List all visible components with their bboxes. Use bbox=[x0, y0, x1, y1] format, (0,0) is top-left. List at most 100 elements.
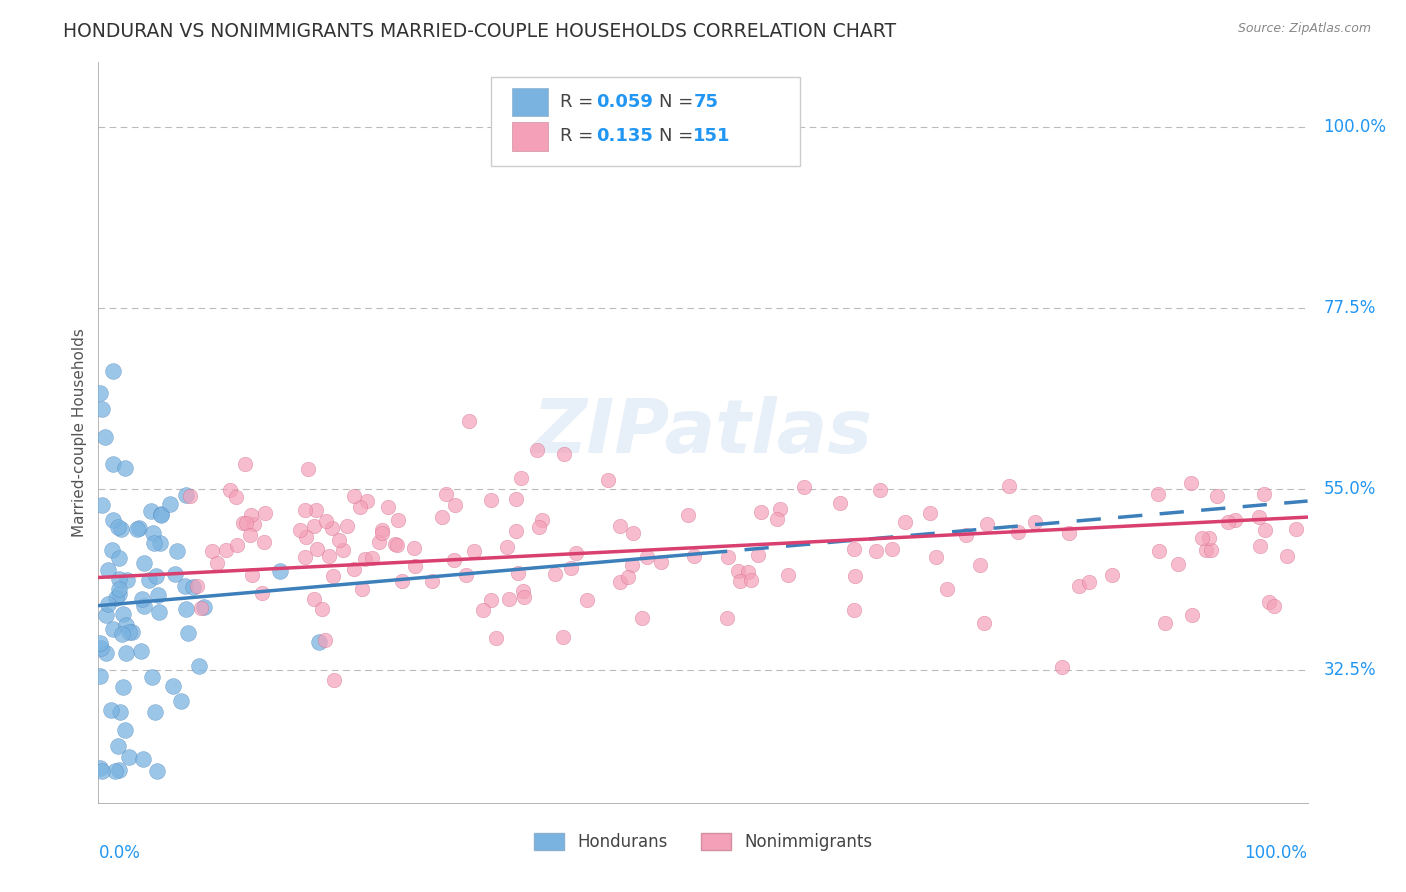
Point bbox=[89, 761, 111, 775]
Point bbox=[132, 752, 155, 766]
Point bbox=[328, 533, 350, 548]
Point bbox=[384, 537, 406, 551]
Point bbox=[121, 625, 143, 640]
Point bbox=[219, 483, 242, 497]
Point bbox=[1216, 515, 1239, 529]
Point bbox=[322, 568, 344, 582]
Point bbox=[973, 616, 995, 631]
Point bbox=[1195, 543, 1218, 558]
Point bbox=[430, 510, 453, 524]
Point bbox=[94, 646, 117, 660]
Point bbox=[747, 548, 769, 562]
Point bbox=[565, 546, 588, 560]
Point bbox=[101, 457, 124, 471]
Point bbox=[1007, 524, 1029, 539]
Point bbox=[254, 506, 277, 520]
Point bbox=[343, 489, 366, 503]
Point bbox=[159, 497, 181, 511]
Point bbox=[621, 526, 644, 541]
Point bbox=[678, 508, 700, 523]
Text: 75: 75 bbox=[693, 93, 718, 111]
Point bbox=[225, 491, 247, 505]
Point bbox=[128, 521, 150, 535]
Point bbox=[129, 644, 152, 658]
Point bbox=[187, 659, 209, 673]
Point bbox=[166, 543, 188, 558]
Point bbox=[149, 536, 172, 550]
Point bbox=[769, 501, 792, 516]
Text: HONDURAN VS NONIMMIGRANTS MARRIED-COUPLE HOUSEHOLDS CORRELATION CHART: HONDURAN VS NONIMMIGRANTS MARRIED-COUPLE… bbox=[63, 22, 897, 41]
Point bbox=[920, 506, 942, 520]
Point bbox=[479, 592, 502, 607]
Point bbox=[190, 600, 212, 615]
Point bbox=[302, 591, 325, 606]
Point bbox=[1101, 568, 1123, 582]
Point bbox=[107, 582, 129, 597]
Point bbox=[177, 626, 200, 640]
Point bbox=[434, 487, 457, 501]
Point bbox=[114, 461, 136, 475]
Legend: Hondurans, Nonimmigrants: Hondurans, Nonimmigrants bbox=[527, 826, 879, 857]
Point bbox=[321, 521, 343, 535]
Point bbox=[132, 599, 155, 614]
Point bbox=[115, 573, 138, 587]
Point bbox=[730, 574, 752, 588]
Point bbox=[181, 580, 204, 594]
Point bbox=[94, 430, 117, 444]
Text: 0.059: 0.059 bbox=[596, 93, 654, 111]
Point bbox=[101, 513, 124, 527]
Text: 77.5%: 77.5% bbox=[1323, 299, 1375, 317]
Point bbox=[484, 631, 506, 645]
Point bbox=[776, 568, 799, 582]
Point bbox=[108, 587, 131, 601]
Point bbox=[717, 549, 740, 564]
Point bbox=[89, 669, 111, 683]
Point bbox=[110, 705, 132, 719]
Point bbox=[544, 566, 567, 581]
Point bbox=[142, 525, 165, 540]
Point bbox=[101, 622, 124, 636]
Point bbox=[1167, 557, 1189, 571]
Point bbox=[683, 549, 706, 563]
Point bbox=[240, 568, 263, 582]
Point bbox=[297, 461, 319, 475]
Point bbox=[1223, 513, 1246, 527]
Point bbox=[529, 520, 551, 534]
Point bbox=[457, 414, 479, 428]
Text: R =: R = bbox=[561, 128, 599, 145]
Point bbox=[936, 582, 959, 596]
Point bbox=[1154, 615, 1177, 630]
Text: 32.5%: 32.5% bbox=[1323, 661, 1376, 679]
Point bbox=[479, 493, 502, 508]
Point bbox=[443, 553, 465, 567]
Point bbox=[114, 723, 136, 738]
Point bbox=[131, 591, 153, 606]
Point bbox=[1253, 487, 1275, 501]
Point bbox=[232, 516, 254, 531]
Point bbox=[1024, 516, 1046, 530]
Point bbox=[844, 569, 866, 583]
Point bbox=[322, 673, 344, 688]
Point bbox=[553, 631, 575, 645]
Point bbox=[749, 505, 772, 519]
Point bbox=[149, 507, 172, 521]
Point bbox=[105, 591, 128, 606]
FancyBboxPatch shape bbox=[512, 122, 548, 151]
Point bbox=[179, 489, 201, 503]
Point bbox=[370, 524, 392, 538]
Point bbox=[650, 555, 672, 569]
Point bbox=[496, 540, 519, 554]
Point bbox=[509, 471, 531, 485]
Point bbox=[356, 494, 378, 508]
Point bbox=[107, 551, 129, 566]
Text: 151: 151 bbox=[693, 128, 731, 145]
Point bbox=[97, 597, 120, 611]
Point bbox=[89, 386, 111, 401]
Point bbox=[90, 764, 112, 778]
Point bbox=[233, 457, 256, 471]
Point bbox=[294, 529, 316, 543]
Point bbox=[387, 512, 409, 526]
Point bbox=[1199, 543, 1222, 558]
FancyBboxPatch shape bbox=[492, 78, 800, 166]
Point bbox=[865, 543, 887, 558]
